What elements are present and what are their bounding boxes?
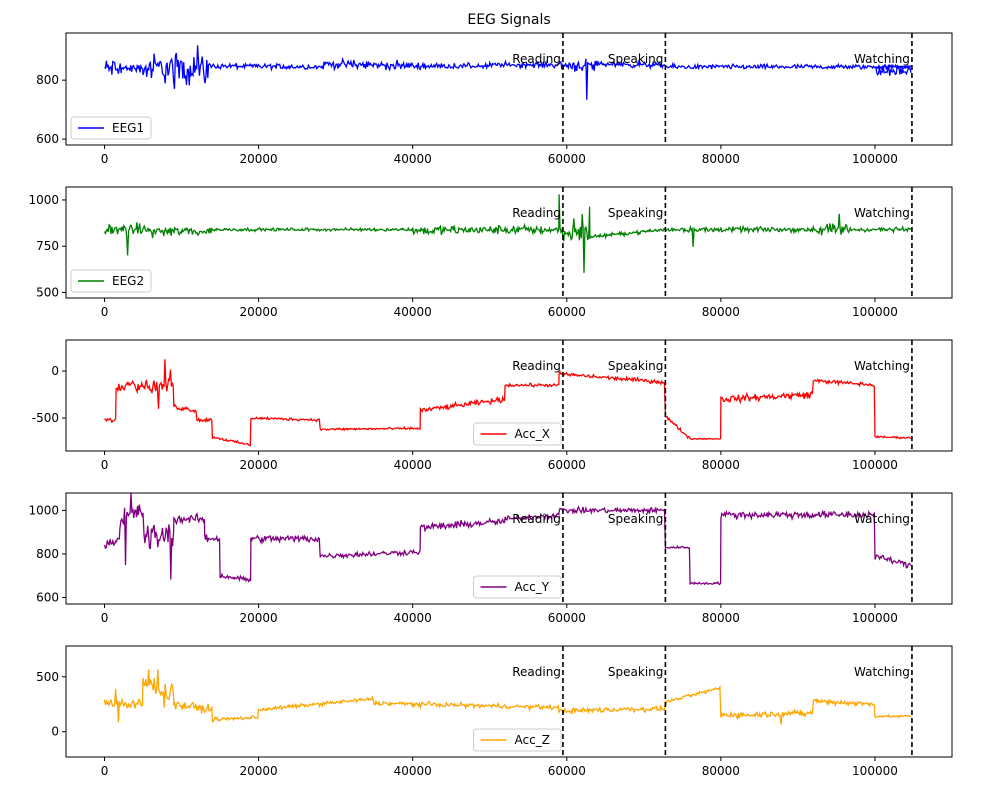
subplot-4: Reading Speaking Watching 0 20000 40000 60000 8…	[28, 492, 953, 625]
x-tick-label: 100000	[852, 152, 898, 166]
y-tick-label: 500	[36, 670, 59, 684]
x-tick-label: 80000	[702, 611, 740, 625]
x-tick-label: 0	[101, 764, 109, 778]
x-tick-label: 60000	[548, 764, 586, 778]
x-tick-label: 100000	[852, 611, 898, 625]
y-tick-label: 800	[36, 547, 59, 561]
x-tick-label: 80000	[702, 152, 740, 166]
annotation-label-reading: Reading	[512, 512, 561, 526]
x-tick-label: 60000	[548, 458, 586, 472]
axes-frame	[65, 492, 953, 605]
y-tick-label: 500	[36, 285, 59, 299]
legend: Acc_X	[473, 422, 562, 446]
y-tick-label: 0	[51, 364, 59, 378]
legend-box	[473, 728, 562, 752]
legend-box	[473, 422, 562, 446]
annotation-label-speaking: Speaking	[608, 52, 663, 66]
annotation-label-reading: Reading	[512, 52, 561, 66]
annotation-label-speaking: Speaking	[608, 206, 663, 220]
annotation-label-reading: Reading	[512, 206, 561, 220]
legend: Acc_Z	[473, 728, 562, 752]
annotation-label-watching: Watching	[854, 359, 910, 373]
y-tick-label: 600	[36, 132, 59, 146]
annotation-label-watching: Watching	[854, 512, 910, 526]
x-tick-label: 80000	[702, 305, 740, 319]
x-tick-label: 100000	[852, 305, 898, 319]
subplot-3: Reading Speaking Watching 0 20000 40000 60000 8…	[32, 339, 953, 472]
y-tick-label: 1000	[28, 193, 59, 207]
annotation-label-watching: Watching	[854, 206, 910, 220]
legend-label: EEG2	[112, 274, 144, 288]
x-tick-label: 80000	[702, 458, 740, 472]
series-line-eeg2	[103, 194, 912, 273]
legend-label: Acc_Y	[515, 580, 550, 594]
x-tick-label: 40000	[394, 458, 432, 472]
legend: EEG2	[70, 269, 152, 293]
subplot-2: Reading Speaking Watching 0 20000 40000 60000 8…	[28, 186, 953, 319]
y-tick-label: 800	[36, 73, 59, 87]
annotation-label-reading: Reading	[512, 359, 561, 373]
series-line-acc-z	[103, 669, 912, 725]
x-tick-label: 20000	[240, 611, 278, 625]
subplot-1: Reading Speaking Watching 0 20000 40000 60000 8…	[36, 12, 953, 166]
annotation-label-speaking: Speaking	[608, 512, 663, 526]
y-tick-label: 750	[36, 239, 59, 253]
series-line-eeg1	[104, 45, 912, 100]
x-tick-label: 60000	[548, 152, 586, 166]
x-tick-label: 40000	[394, 764, 432, 778]
axes-frame	[65, 32, 953, 146]
legend-box	[473, 575, 562, 599]
series-line-acc-y	[103, 493, 912, 586]
axes-frame	[65, 186, 953, 299]
axes-frame	[65, 339, 953, 452]
annotation-label-reading: Reading	[512, 665, 561, 679]
legend-label: Acc_X	[515, 427, 550, 441]
y-tick-label: 600	[36, 590, 59, 604]
x-tick-label: 20000	[240, 458, 278, 472]
legend: EEG1	[70, 116, 152, 140]
legend-box	[70, 116, 152, 140]
legend-label: EEG1	[112, 121, 144, 135]
x-tick-label: 0	[101, 458, 109, 472]
x-tick-label: 60000	[548, 611, 586, 625]
series-line-acc-x	[104, 359, 911, 447]
y-tick-label: -500	[32, 411, 59, 425]
legend: Acc_Y	[473, 575, 562, 599]
x-tick-label: 40000	[394, 152, 432, 166]
x-tick-label: 40000	[394, 305, 432, 319]
x-tick-label: 20000	[240, 305, 278, 319]
x-tick-label: 0	[101, 611, 109, 625]
chart-title: EEG Signals	[467, 12, 550, 28]
x-tick-label: 100000	[852, 458, 898, 472]
annotation-label-speaking: Speaking	[608, 665, 663, 679]
x-tick-label: 40000	[394, 611, 432, 625]
y-tick-label: 1000	[28, 503, 59, 517]
annotation-label-watching: Watching	[854, 665, 910, 679]
axes-frame	[65, 645, 953, 758]
y-tick-label: 0	[51, 725, 59, 739]
legend-label: Acc_Z	[515, 733, 550, 747]
subplot-5: Reading Speaking Watching 0 20000 40000 60000 8…	[36, 645, 953, 778]
x-tick-label: 80000	[702, 764, 740, 778]
legend-box	[70, 269, 152, 293]
annotation-label-speaking: Speaking	[608, 359, 663, 373]
x-tick-label: 0	[101, 305, 109, 319]
x-tick-label: 60000	[548, 305, 586, 319]
x-tick-label: 20000	[240, 764, 278, 778]
x-tick-label: 20000	[240, 152, 278, 166]
x-tick-label: 0	[101, 152, 109, 166]
x-tick-label: 100000	[852, 764, 898, 778]
annotation-label-watching: Watching	[854, 52, 910, 66]
